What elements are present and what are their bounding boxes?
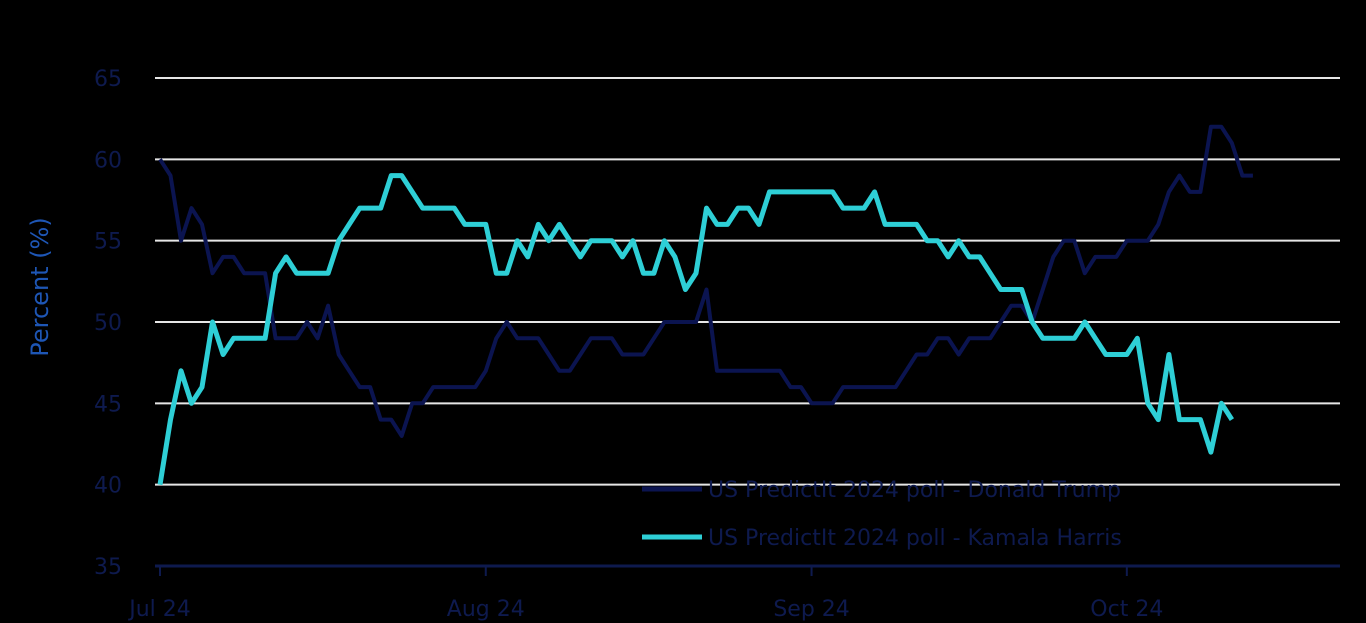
y-tick-label: 40 bbox=[94, 474, 122, 499]
x-tick-label: Jul 24 bbox=[127, 597, 191, 622]
legend-label-harris: US PredictIt 2024 poll - Kamala Harris bbox=[708, 526, 1122, 551]
x-tick-label: Sep 24 bbox=[773, 597, 849, 622]
legend-label-trump: US PredictIt 2024 poll - Donald Trump bbox=[708, 478, 1121, 503]
y-axis-label: Percent (%) bbox=[26, 217, 54, 356]
y-tick-label: 55 bbox=[94, 230, 122, 255]
x-axis: Jul 24 Aug 24 Sep 24 Oct 24 bbox=[127, 566, 1163, 622]
y-tick-label: 60 bbox=[94, 148, 122, 173]
x-tick-label: Oct 24 bbox=[1090, 597, 1163, 622]
series-lines bbox=[157, 124, 1253, 486]
legend: US PredictIt 2024 poll - Donald Trump US… bbox=[642, 478, 1122, 551]
y-tick-label: 35 bbox=[94, 555, 122, 580]
x-tick-label: Aug 24 bbox=[447, 597, 525, 622]
y-tick-label: 50 bbox=[94, 311, 122, 336]
y-tick-label: 65 bbox=[94, 67, 122, 92]
gridlines bbox=[155, 77, 1340, 568]
y-tick-label: 45 bbox=[94, 392, 122, 417]
series-line-trump bbox=[158, 124, 1253, 438]
y-axis: 35 40 45 50 55 60 65 bbox=[94, 67, 122, 580]
series-line-harris bbox=[157, 173, 1235, 486]
